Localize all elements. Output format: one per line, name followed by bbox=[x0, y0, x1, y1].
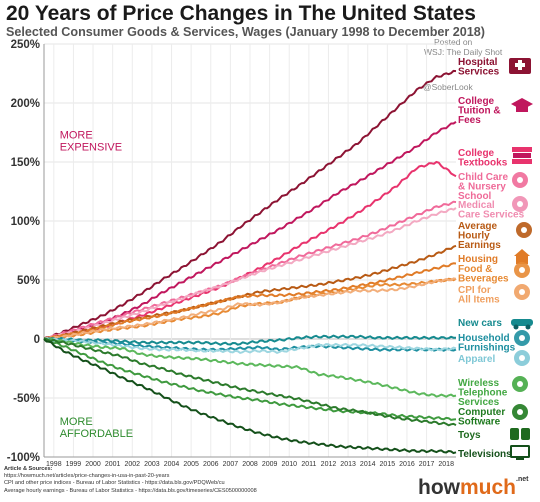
chart-axes: -100%-50%050%100%150%200%250%1998 1999 200… bbox=[7, 39, 456, 468]
x-tick-label: 2008 bbox=[242, 461, 258, 468]
series-label-new-cars: New cars bbox=[458, 318, 502, 329]
credit-handle: @SoberLook bbox=[423, 82, 473, 92]
hospital-icon bbox=[509, 58, 531, 74]
series-label-food-beverages: Food & Beverages bbox=[458, 264, 509, 285]
tv-icon bbox=[510, 445, 530, 460]
x-tick-label: 2004 bbox=[164, 461, 180, 468]
series-label-average-hourly-earnings: Average Hourly Earnings bbox=[458, 221, 501, 251]
car-icon bbox=[511, 319, 533, 330]
series-icons bbox=[509, 58, 533, 460]
series-label-college-textbooks: College Textbooks bbox=[458, 148, 508, 169]
x-tick-label: 2007 bbox=[223, 461, 239, 468]
series-line-medical-care-services bbox=[43, 207, 457, 341]
annotation-label: MORE bbox=[60, 129, 93, 141]
house-icon bbox=[514, 249, 530, 264]
series-label-college-tuition-fees: College Tuition & Fees bbox=[458, 96, 501, 126]
chart-grid bbox=[44, 43, 456, 458]
toys-icon bbox=[510, 428, 530, 440]
y-tick-label: 50% bbox=[17, 275, 40, 287]
food-icon bbox=[514, 262, 530, 278]
series-labels: Hospital Services College Tuition & Fees Coll… bbox=[458, 57, 525, 460]
x-tick-label: 2000 bbox=[85, 461, 101, 468]
howmuch-logo: howmuch.net bbox=[418, 476, 528, 500]
series-lines bbox=[43, 69, 457, 455]
credit-text: WSJ: The Daily Shot bbox=[424, 47, 503, 57]
x-tick-label: 1998 bbox=[46, 461, 62, 468]
graduation-cap-icon bbox=[511, 98, 533, 112]
series-label-housing: Housing bbox=[458, 254, 498, 265]
y-tick-label: 250% bbox=[11, 39, 40, 51]
wages-icon bbox=[516, 222, 532, 238]
logo-net: .net bbox=[516, 476, 529, 483]
series-line-housing bbox=[43, 262, 457, 341]
y-tick-label: -50% bbox=[13, 393, 40, 405]
x-tick-label: 2003 bbox=[144, 461, 160, 468]
x-tick-label: 2006 bbox=[203, 461, 219, 468]
chart-title: 20 Years of Price Changes in The United … bbox=[6, 2, 476, 25]
annotation-label: EXPENSIVE bbox=[60, 141, 122, 153]
phone-icon bbox=[512, 376, 528, 392]
x-tick-label: 2009 bbox=[262, 461, 278, 468]
y-tick-label: 100% bbox=[11, 216, 40, 228]
sources-block: Article & Sources: https://howmuch.net/a… bbox=[4, 466, 257, 495]
logo-much: much bbox=[460, 476, 517, 499]
series-line-apparel bbox=[43, 337, 457, 354]
series-label-cpi-for-all-items: CPI for All Items bbox=[458, 285, 500, 306]
y-tick-label: 0 bbox=[34, 334, 40, 346]
series-label-toys: Toys bbox=[458, 430, 481, 441]
x-tick-label: 1999 bbox=[66, 461, 82, 468]
series-line-household-furnishings bbox=[43, 337, 457, 352]
sofa-icon bbox=[514, 330, 530, 346]
y-tick-label: -100% bbox=[7, 452, 40, 464]
x-tick-label: 2001 bbox=[105, 461, 121, 468]
series-line-average-hourly-earnings bbox=[43, 244, 457, 341]
series-line-cpi-for-all-items bbox=[43, 277, 457, 341]
series-label-apparel: Apparel bbox=[458, 354, 495, 365]
child-icon bbox=[512, 172, 528, 188]
x-tick-label: 2013 bbox=[340, 461, 356, 468]
series-label-hospital-services: Hospital Services bbox=[458, 57, 500, 78]
y-tick-label: 200% bbox=[11, 98, 40, 110]
x-tick-label: 2002 bbox=[124, 461, 140, 468]
series-label-child-care-nursery-school: Child Care & Nursery School bbox=[458, 172, 508, 202]
shirt-icon bbox=[514, 350, 530, 366]
series-label-medical-care-services: Medical Care Services bbox=[458, 200, 525, 221]
chart-subtitle: Selected Consumer Goods & Services, Wage… bbox=[6, 25, 485, 39]
source-line: https://howmuch.net/articles/price-chang… bbox=[4, 473, 170, 480]
series-line-wireless-telephone-services bbox=[43, 337, 457, 398]
series-line-hospital-services bbox=[43, 69, 457, 340]
medical-icon bbox=[512, 196, 528, 212]
y-tick-label: 150% bbox=[11, 157, 40, 169]
x-tick-label: 2012 bbox=[321, 461, 337, 468]
computer-icon bbox=[512, 404, 528, 420]
series-label-household-furnishings: Household Furnishings bbox=[458, 333, 516, 354]
posted-on-text: Posted on bbox=[434, 37, 473, 47]
x-tick-label: 2011 bbox=[301, 461, 316, 468]
x-tick-label: 2016 bbox=[399, 461, 415, 468]
price-tag-icon bbox=[514, 284, 530, 300]
x-tick-label: 2015 bbox=[380, 461, 396, 468]
logo-how: how bbox=[418, 476, 460, 499]
series-label-televisions: Televisions bbox=[458, 449, 512, 460]
annotation-label: AFFORDABLE bbox=[60, 428, 133, 440]
x-tick-label: 2018 bbox=[438, 461, 454, 468]
x-tick-label: 2005 bbox=[183, 461, 199, 468]
sources-heading: Article & Sources: bbox=[4, 466, 53, 472]
textbooks-icon bbox=[512, 147, 532, 164]
series-label-wireless-telephone-services: Wireless Telephone Services bbox=[458, 378, 508, 408]
annotation-label: MORE bbox=[60, 416, 93, 428]
source-line: Average hourly earnings - Bureau of Labo… bbox=[4, 487, 257, 494]
x-tick-label: 2017 bbox=[419, 461, 435, 468]
x-tick-label: 2014 bbox=[360, 461, 376, 468]
x-tick-label: 2010 bbox=[281, 461, 297, 468]
series-line-toys bbox=[43, 337, 457, 427]
series-line-televisions bbox=[43, 338, 457, 455]
source-line: CPI and other price indices - Bureau of … bbox=[4, 480, 225, 487]
series-label-computer-software: Computer Software bbox=[458, 407, 505, 428]
